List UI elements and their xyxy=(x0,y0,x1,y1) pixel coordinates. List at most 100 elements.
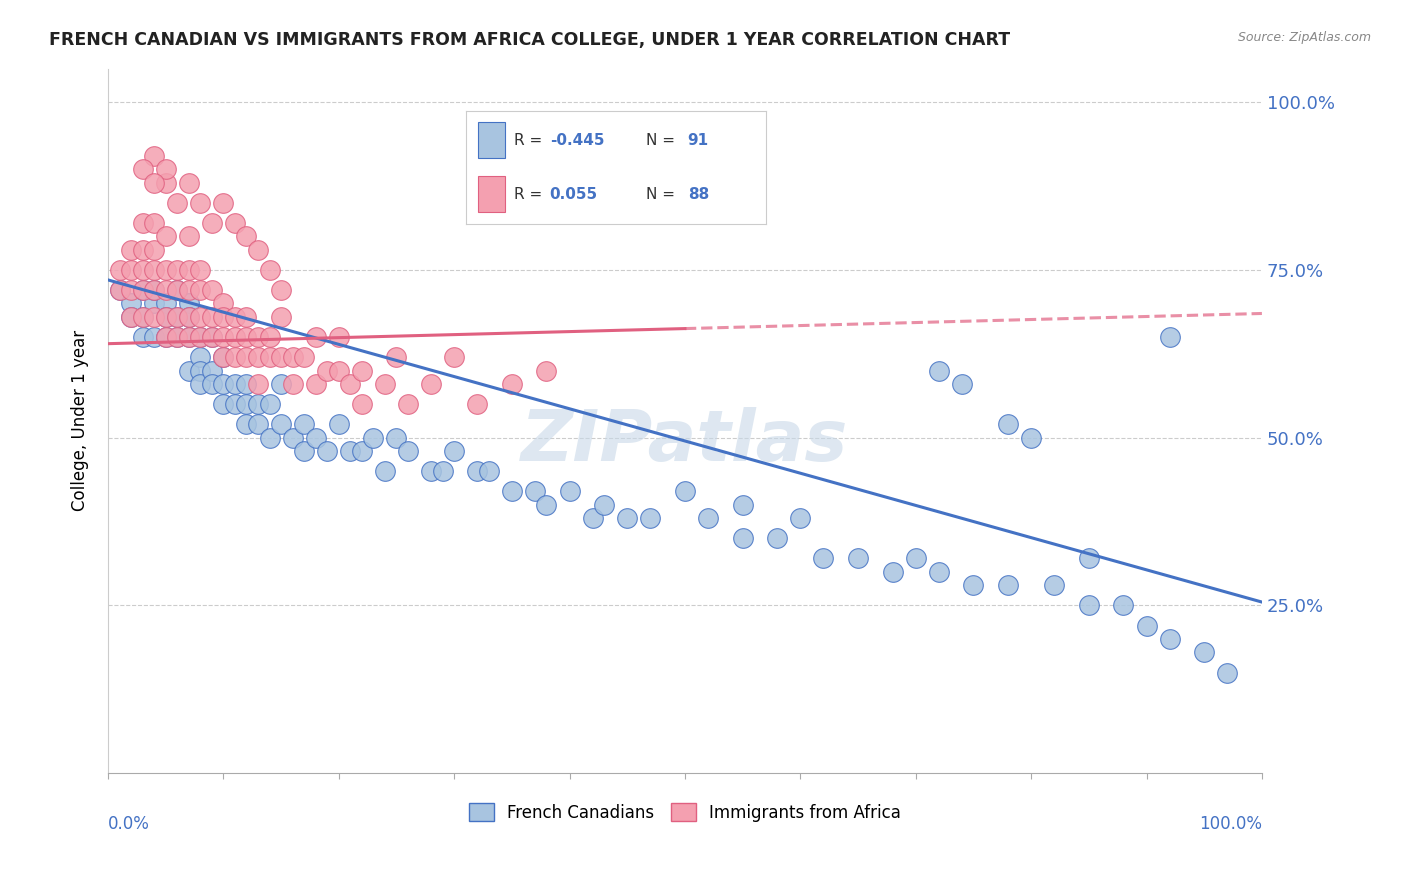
Point xyxy=(212,330,235,344)
Point xyxy=(120,310,142,324)
Point xyxy=(155,330,177,344)
Point xyxy=(224,216,246,230)
Point xyxy=(789,511,811,525)
Point xyxy=(246,417,269,432)
Point xyxy=(188,310,211,324)
Point xyxy=(177,310,200,324)
Point xyxy=(188,263,211,277)
Point xyxy=(501,376,523,391)
Point xyxy=(155,283,177,297)
Point xyxy=(155,263,177,277)
Point xyxy=(212,350,235,364)
Point xyxy=(270,310,292,324)
Point xyxy=(1216,665,1239,680)
Point xyxy=(363,431,385,445)
Point xyxy=(155,162,177,177)
Point xyxy=(385,350,408,364)
Point xyxy=(1192,645,1215,659)
Point xyxy=(155,176,177,190)
Point xyxy=(731,498,754,512)
Point xyxy=(155,229,177,244)
Point xyxy=(177,229,200,244)
Point xyxy=(593,498,616,512)
Point xyxy=(155,310,177,324)
Point xyxy=(177,263,200,277)
Point xyxy=(177,330,200,344)
Point xyxy=(246,376,269,391)
Point xyxy=(270,417,292,432)
Point xyxy=(420,464,443,478)
Point xyxy=(224,397,246,411)
Point xyxy=(1112,599,1135,613)
Point xyxy=(928,565,950,579)
Point xyxy=(616,511,638,525)
Point xyxy=(350,397,373,411)
Point xyxy=(235,229,257,244)
Point xyxy=(882,565,904,579)
Point xyxy=(846,551,869,566)
Point xyxy=(374,376,396,391)
Point xyxy=(1019,431,1042,445)
Point xyxy=(131,216,153,230)
Point xyxy=(305,330,328,344)
Point xyxy=(166,310,188,324)
Point xyxy=(270,283,292,297)
Point xyxy=(316,363,339,377)
Point xyxy=(177,296,200,310)
Text: FRENCH CANADIAN VS IMMIGRANTS FROM AFRICA COLLEGE, UNDER 1 YEAR CORRELATION CHAR: FRENCH CANADIAN VS IMMIGRANTS FROM AFRIC… xyxy=(49,31,1011,49)
Point xyxy=(188,283,211,297)
Point xyxy=(1159,632,1181,646)
Point xyxy=(766,531,789,545)
Text: 0.0%: 0.0% xyxy=(108,815,150,833)
Point xyxy=(235,376,257,391)
Point xyxy=(259,330,281,344)
Point xyxy=(177,176,200,190)
Point xyxy=(131,310,153,324)
Point xyxy=(292,417,315,432)
Point xyxy=(536,498,558,512)
Point xyxy=(1043,578,1066,592)
Point xyxy=(224,310,246,324)
Point xyxy=(374,464,396,478)
Y-axis label: College, Under 1 year: College, Under 1 year xyxy=(72,330,89,511)
Point xyxy=(328,417,350,432)
Point xyxy=(292,350,315,364)
Point xyxy=(235,350,257,364)
Point xyxy=(697,511,720,525)
Point xyxy=(177,330,200,344)
Point xyxy=(155,330,177,344)
Point xyxy=(166,330,188,344)
Point xyxy=(997,417,1019,432)
Point xyxy=(259,431,281,445)
Point xyxy=(339,444,361,458)
Point xyxy=(188,376,211,391)
Point xyxy=(246,397,269,411)
Point xyxy=(131,283,153,297)
Point xyxy=(640,511,662,525)
Point xyxy=(131,330,153,344)
Point xyxy=(235,417,257,432)
Point xyxy=(201,363,224,377)
Point xyxy=(235,330,257,344)
Point xyxy=(316,444,339,458)
Point xyxy=(950,376,973,391)
Point xyxy=(143,330,166,344)
Point xyxy=(120,310,142,324)
Text: ZIPatlas: ZIPatlas xyxy=(522,408,849,476)
Point xyxy=(1077,599,1099,613)
Point xyxy=(212,350,235,364)
Point xyxy=(731,531,754,545)
Point xyxy=(235,310,257,324)
Point xyxy=(305,431,328,445)
Point xyxy=(120,283,142,297)
Point xyxy=(224,350,246,364)
Point xyxy=(166,283,188,297)
Point xyxy=(246,243,269,257)
Point xyxy=(385,431,408,445)
Point xyxy=(177,283,200,297)
Point xyxy=(443,444,465,458)
Point xyxy=(188,350,211,364)
Point xyxy=(201,310,224,324)
Point xyxy=(523,484,546,499)
Point xyxy=(188,363,211,377)
